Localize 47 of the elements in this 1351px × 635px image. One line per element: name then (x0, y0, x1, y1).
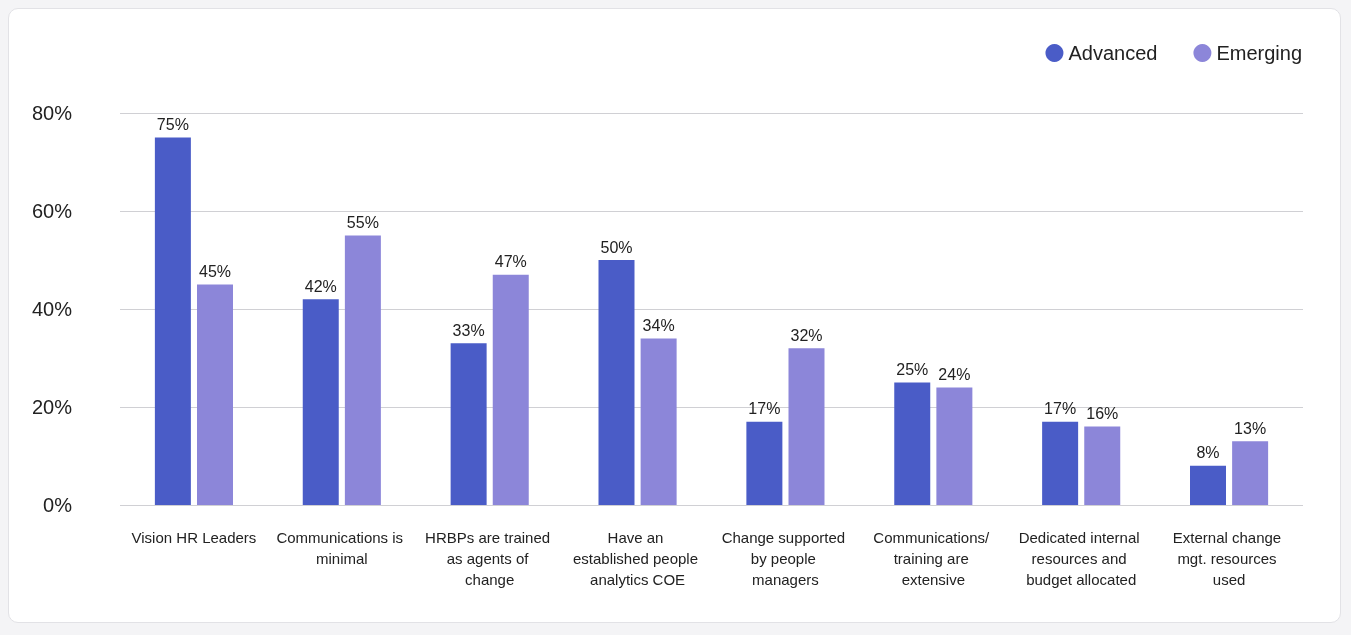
x-tick-label: Communications is minimal (276, 529, 408, 567)
data-label: 45% (198, 263, 232, 280)
y-tick-label: 0% (43, 494, 73, 516)
x-tick-label: Vision HR Leaders (131, 529, 257, 546)
data-label: 17% (1044, 400, 1077, 418)
bar (1190, 465, 1226, 505)
data-label: 75% (156, 116, 189, 133)
bar (894, 382, 931, 505)
bar (450, 343, 487, 505)
data-label: 55% (346, 214, 379, 231)
legend-label: Advanced (1068, 42, 1158, 64)
data-label: 17% (748, 400, 781, 418)
bar (640, 338, 677, 505)
data-label: 34% (642, 316, 675, 334)
data-label: 32% (790, 326, 823, 344)
bar (936, 387, 973, 505)
data-label: 47% (494, 253, 527, 271)
legend-label: Emerging (1216, 42, 1303, 64)
data-label: 13% (1234, 419, 1267, 437)
x-tick-label: Communications/ training are extensive (873, 529, 994, 588)
data-label: 25% (896, 361, 929, 378)
y-tick-label: 40% (31, 298, 73, 320)
y-tick-label: 80% (31, 102, 73, 124)
data-label: 33% (452, 321, 485, 339)
y-tick-label: 20% (31, 396, 73, 418)
bar (344, 235, 381, 505)
x-tick-label: HRBPs are trained as agents of change (425, 529, 555, 588)
bar (1232, 441, 1269, 505)
x-tick-label: Dedicated internal resources and budget allocated (1018, 529, 1144, 588)
bar (598, 260, 635, 505)
x-tick-label: Have an established people analytics COE (572, 529, 703, 588)
data-label: 42% (304, 277, 337, 295)
x-tick-label: External change mgt. resources used (1172, 529, 1286, 588)
y-tick-label: 60% (31, 200, 73, 222)
bar (492, 274, 529, 505)
bar (788, 348, 825, 505)
bar (746, 421, 783, 505)
bar (154, 137, 191, 505)
data-label: 8% (1196, 444, 1220, 462)
bar (197, 284, 233, 505)
data-label: 24% (938, 365, 971, 383)
bar (302, 299, 339, 505)
bar (1084, 426, 1121, 505)
bar (1042, 421, 1079, 505)
data-label: 50% (600, 238, 633, 256)
x-tick-label: Change supported by people managers (721, 529, 850, 588)
data-label: 16% (1086, 405, 1119, 423)
